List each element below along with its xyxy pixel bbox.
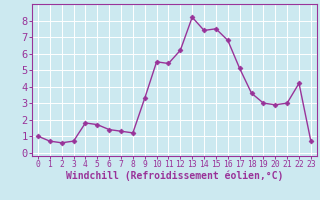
X-axis label: Windchill (Refroidissement éolien,°C): Windchill (Refroidissement éolien,°C)	[66, 171, 283, 181]
